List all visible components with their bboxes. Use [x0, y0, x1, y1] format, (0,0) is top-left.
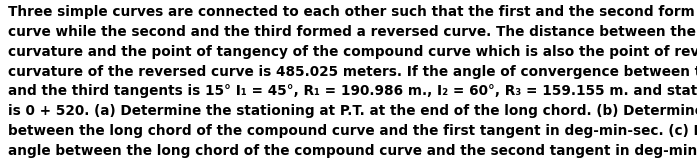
Text: Three simple curves are connected to each other such that the first and the seco: Three simple curves are connected to eac…: [8, 5, 697, 19]
Text: and the third tangents is 15° I₁ = 45°, R₁ = 190.986 m., I₂ = 60°, R₃ = 159.155 : and the third tangents is 15° I₁ = 45°, …: [8, 84, 697, 98]
Text: is 0 + 520. (a) Determine the stationing at P.T. at the end of the long chord. (: is 0 + 520. (a) Determine the stationing…: [8, 104, 697, 118]
Text: between the long chord of the compound curve and the first tangent in deg-min-se: between the long chord of the compound c…: [8, 124, 697, 138]
Text: curvature of the reversed curve is 485.025 meters. If the angle of convergence b: curvature of the reversed curve is 485.0…: [8, 65, 697, 78]
Text: angle between the long chord of the compound curve and the second tangent in deg: angle between the long chord of the comp…: [8, 144, 697, 158]
Text: curve while the second and the third formed a reversed curve. The distance betwe: curve while the second and the third for…: [8, 25, 697, 39]
Text: curvature and the point of tangency of the compound curve which is also the poin: curvature and the point of tangency of t…: [8, 45, 697, 59]
